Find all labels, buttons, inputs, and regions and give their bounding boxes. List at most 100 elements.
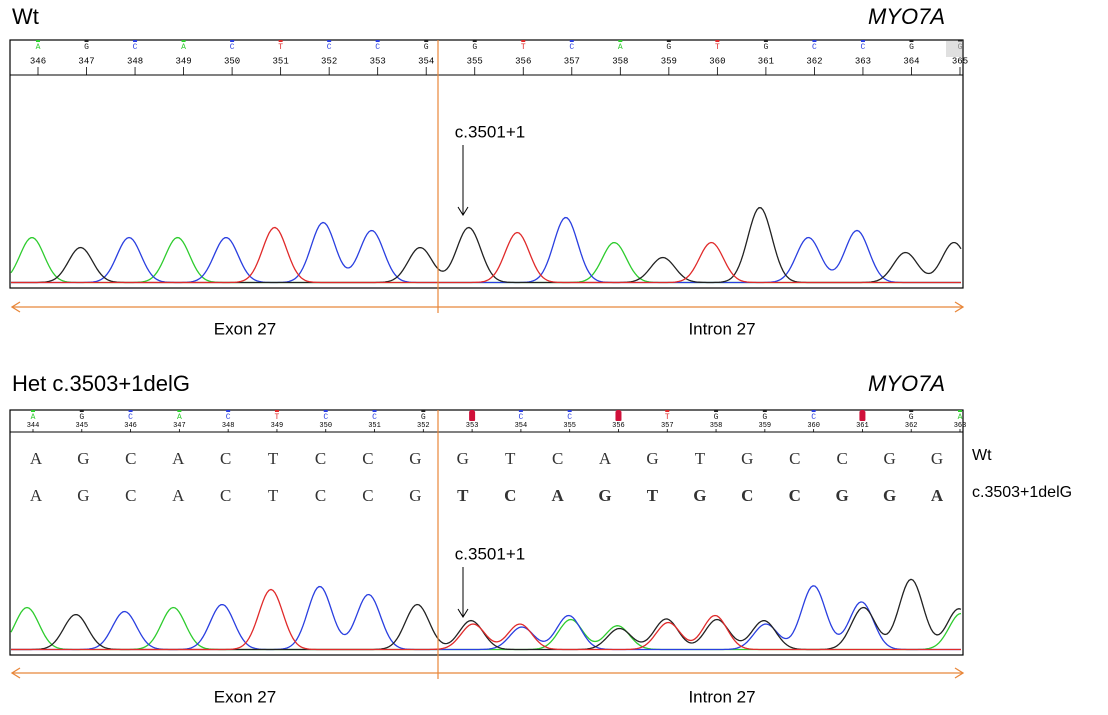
panel-title: Het c.3503+1delG: [12, 371, 190, 396]
base-marker: [715, 40, 719, 42]
sequence-base: G: [409, 449, 421, 468]
ambiguous-base: [469, 411, 475, 421]
header-base: G: [472, 43, 477, 52]
header-base: C: [375, 43, 380, 52]
base-marker: [373, 410, 377, 412]
position: 362: [905, 422, 918, 430]
exon-label: Exon 27: [214, 687, 276, 706]
base-marker: [861, 40, 865, 42]
position: 352: [417, 422, 430, 430]
base-marker: [958, 410, 962, 412]
base-marker: [421, 410, 425, 412]
position: 346: [124, 422, 137, 430]
sequence-base: C: [125, 449, 136, 468]
base-marker: [85, 40, 89, 42]
position: 361: [758, 56, 774, 66]
position: 364: [903, 56, 919, 66]
position: 353: [370, 56, 386, 66]
sequence-base: G: [646, 449, 658, 468]
base-marker: [665, 410, 669, 412]
base-marker: [714, 410, 718, 412]
sequence-base: G: [836, 486, 849, 505]
base-marker: [230, 40, 234, 42]
position: 354: [515, 422, 528, 430]
base-marker: [616, 410, 620, 412]
trace: [11, 228, 961, 283]
header-base: C: [327, 43, 332, 52]
header-base: G: [909, 413, 914, 422]
position: 350: [319, 422, 332, 430]
position: 356: [515, 56, 531, 66]
base-marker: [177, 410, 181, 412]
base-marker: [129, 410, 133, 412]
header-base: C: [518, 413, 523, 422]
header-base: G: [714, 413, 719, 422]
base-marker: [275, 410, 279, 412]
header-base: C: [811, 413, 816, 422]
sequence-base: C: [741, 486, 753, 505]
sequence-base: T: [695, 449, 706, 468]
sequence-base: G: [598, 486, 611, 505]
trace: [11, 208, 961, 283]
position: 355: [563, 422, 576, 430]
position: 344: [27, 422, 40, 430]
header-base: G: [79, 413, 84, 422]
header-base: G: [762, 413, 767, 422]
base-marker: [618, 40, 622, 42]
sequence-base: C: [504, 486, 516, 505]
header-base: T: [278, 43, 283, 52]
header-base: T: [521, 43, 526, 52]
header-base: C: [861, 43, 866, 52]
sequence-base: C: [789, 486, 801, 505]
position: 358: [612, 56, 628, 66]
figure: WtMYO7AA346G347C348A349C350T351C352C353G…: [0, 0, 1108, 710]
sequence-base: C: [362, 486, 373, 505]
base-marker: [470, 410, 474, 412]
position: 356: [612, 422, 625, 430]
sequence-base: A: [599, 449, 612, 468]
base-marker: [327, 40, 331, 42]
position: 363: [954, 422, 967, 430]
sequence-base: A: [172, 449, 185, 468]
base-marker: [376, 40, 380, 42]
position: 354: [418, 56, 434, 66]
sequence-base: G: [741, 449, 753, 468]
base-marker: [909, 40, 913, 42]
header-base: A: [31, 413, 36, 422]
sequence-base: T: [647, 486, 659, 505]
position: 345: [75, 422, 88, 430]
position: 355: [467, 56, 483, 66]
base-marker: [36, 40, 40, 42]
sequence-base: C: [125, 486, 136, 505]
page: WtMYO7AA346G347C348A349C350T351C352C353G…: [0, 0, 1108, 715]
ambiguous-base: [859, 411, 865, 421]
base-marker: [570, 40, 574, 42]
sequence-base: A: [931, 486, 944, 505]
header-base: T: [665, 413, 670, 422]
position: 348: [127, 56, 143, 66]
sequence-base: T: [268, 449, 279, 468]
sequence-base: G: [883, 449, 895, 468]
position: 361: [856, 422, 869, 430]
sequence-base: A: [551, 486, 564, 505]
sequence-base: G: [409, 486, 421, 505]
header-base: C: [372, 413, 377, 422]
header-base: A: [177, 413, 182, 422]
base-marker: [568, 410, 572, 412]
sequence-base: C: [315, 486, 326, 505]
base-marker: [324, 410, 328, 412]
gene-name: MYO7A: [868, 4, 945, 29]
base-marker: [424, 40, 428, 42]
sequence-base: C: [315, 449, 326, 468]
base-marker: [521, 40, 525, 42]
header-base: C: [567, 413, 572, 422]
base-marker: [860, 410, 864, 412]
header-base: T: [715, 43, 720, 52]
position: 362: [806, 56, 822, 66]
base-marker: [764, 40, 768, 42]
base-marker: [667, 40, 671, 42]
header-base: A: [36, 43, 41, 52]
sequence-base: A: [30, 449, 43, 468]
sequence-base: G: [931, 449, 943, 468]
sequence-base: C: [220, 486, 231, 505]
